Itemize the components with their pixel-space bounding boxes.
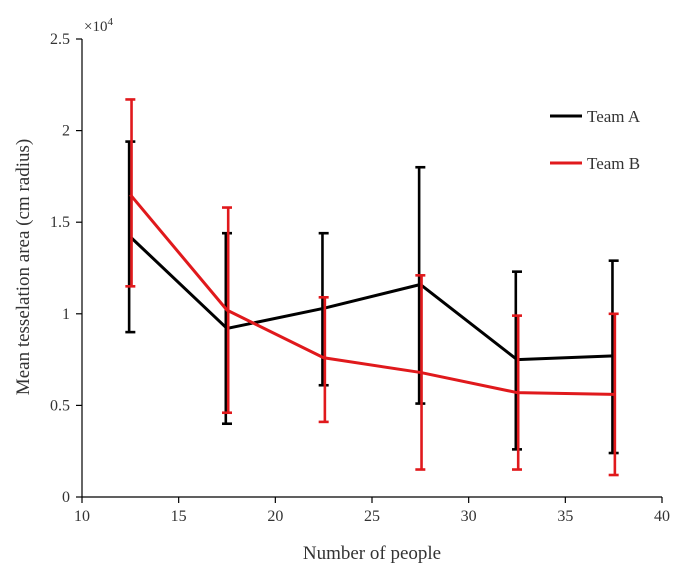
series-team-a: [125, 140, 619, 455]
x-axis-label: Number of people: [303, 543, 441, 564]
axes: [81, 39, 662, 498]
legend-label-team-a: Team A: [587, 107, 641, 126]
ticks: 10 15 20 25 30 35 40 0 0.5 1 1.5 2 2.5: [50, 31, 670, 525]
x-tick-label: 40: [654, 508, 670, 525]
series-line-team-b: [129, 193, 614, 396]
series-team-b: [125, 98, 619, 477]
legend-item-team-b: Team B: [550, 154, 640, 173]
y-axis-label: Mean tesselation area (cm radius): [13, 139, 34, 395]
series-layer: [125, 98, 619, 477]
legend-label-team-b: Team B: [587, 154, 640, 173]
x-tick-label: 35: [557, 508, 573, 525]
x-tick-label: 10: [74, 508, 90, 525]
y-axis-multiplier: ×104: [84, 16, 113, 35]
y-tick-label: 0: [62, 489, 70, 506]
legend: Team A Team B: [550, 107, 641, 173]
x-tick-label: 20: [267, 508, 283, 525]
y-tick-label: 2.5: [50, 31, 70, 48]
series-line-team-a: [129, 235, 614, 362]
y-tick-label: 1: [62, 306, 70, 323]
x-tick-label: 25: [364, 508, 380, 525]
x-tick-label: 30: [461, 508, 477, 525]
legend-item-team-a: Team A: [550, 107, 641, 126]
x-tick-label: 15: [171, 508, 187, 525]
y-tick-label: 0.5: [50, 397, 70, 414]
y-tick-label: 2: [62, 123, 70, 140]
y-tick-label: 1.5: [50, 214, 70, 231]
